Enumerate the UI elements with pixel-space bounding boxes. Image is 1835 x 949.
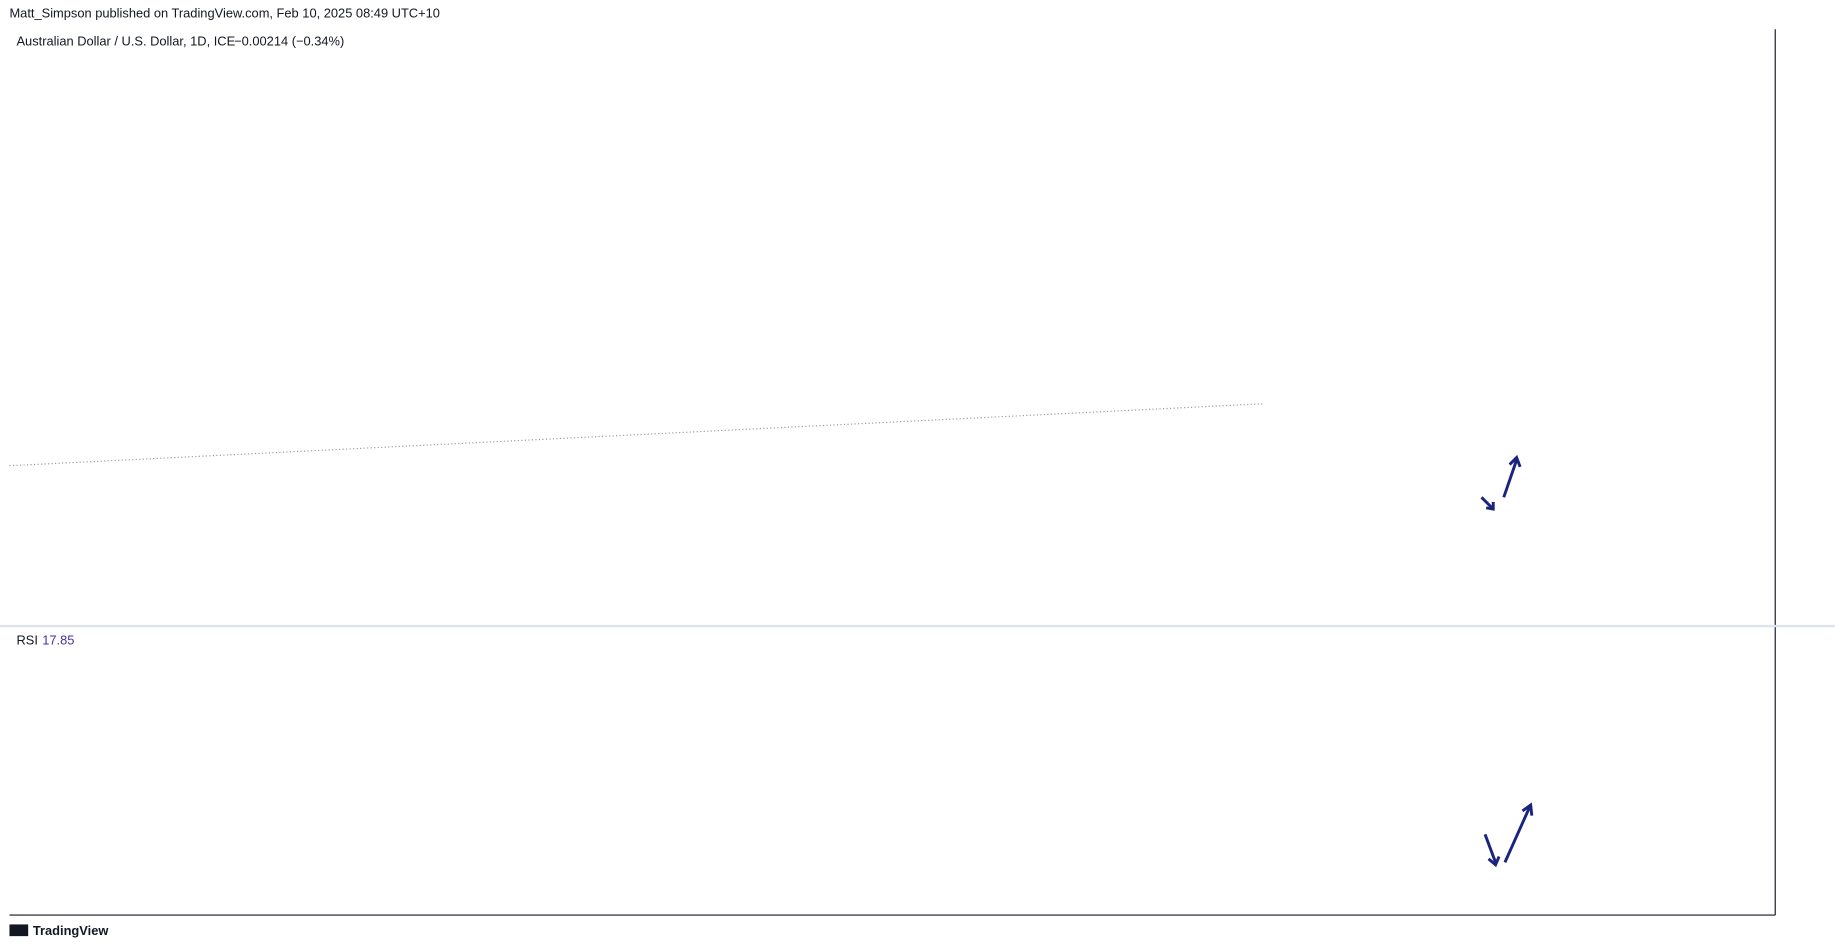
- rsi-value: 17.85: [42, 633, 74, 648]
- arrow: [1503, 806, 1531, 864]
- symbol-title: Australian Dollar / U.S. Dollar, 1D, ICE: [16, 34, 235, 49]
- arrows: [1480, 454, 1534, 868]
- arrow: [1502, 459, 1519, 498]
- price-change: −0.00214 (−0.34%): [234, 34, 344, 49]
- trend-line: [9, 403, 1264, 467]
- arrow-head: [1487, 855, 1501, 868]
- brand: TradingView: [33, 923, 110, 938]
- arrow: [1483, 833, 1497, 863]
- arrow-head: [1508, 454, 1522, 468]
- arrow-head: [1485, 501, 1495, 511]
- rsi-legend: RSI: [16, 633, 37, 648]
- publisher: Matt_Simpson published on TradingView.co…: [9, 5, 439, 20]
- arrow-head: [1521, 802, 1534, 816]
- arrow: [1480, 496, 1494, 509]
- brand-logo: [9, 924, 29, 937]
